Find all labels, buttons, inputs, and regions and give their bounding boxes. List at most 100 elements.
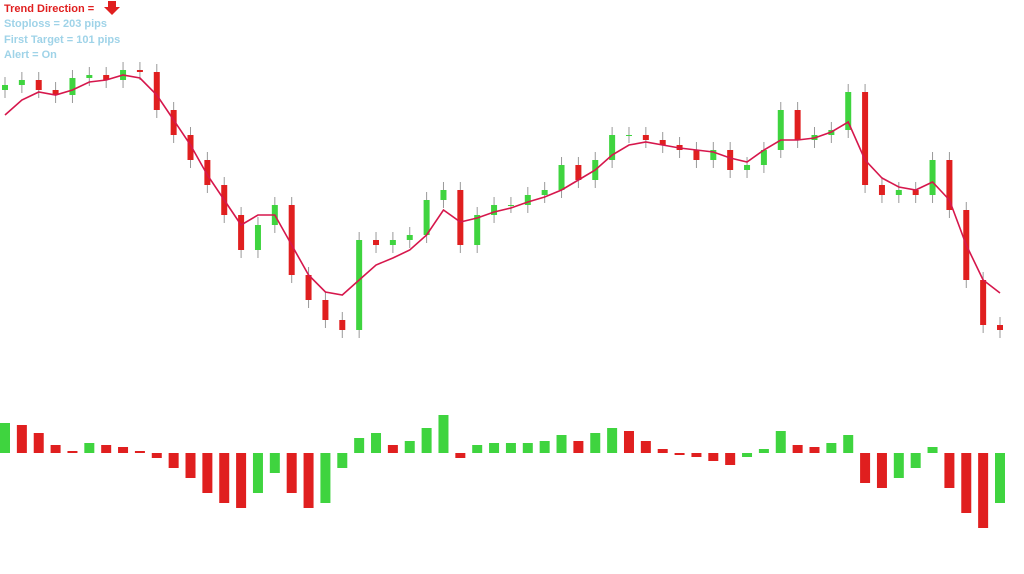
- histogram-bar: [522, 443, 533, 453]
- candle-body: [507, 205, 514, 206]
- histogram-bar: [202, 453, 213, 493]
- candle-body: [423, 200, 430, 235]
- histogram-bar: [134, 451, 145, 453]
- candle-body: [103, 75, 110, 80]
- histogram-bar: [118, 447, 129, 453]
- candle-body: [389, 240, 396, 245]
- histogram-bar: [286, 453, 297, 493]
- candle-body: [2, 85, 8, 90]
- histogram-bar: [303, 453, 314, 508]
- histogram-bar: [151, 453, 162, 458]
- histogram-bar: [84, 443, 95, 453]
- histogram-bar: [371, 433, 382, 453]
- candle-body: [794, 110, 801, 140]
- candle-body: [625, 135, 632, 136]
- histogram-bar: [860, 453, 871, 483]
- histogram-bar: [354, 438, 365, 453]
- histogram-bar: [758, 449, 769, 453]
- candle-body: [440, 190, 447, 200]
- candle-body: [642, 135, 649, 140]
- candle-body: [204, 160, 211, 185]
- histogram-bar: [725, 453, 736, 465]
- stoploss: Stoploss = 203 pips: [4, 18, 107, 30]
- histogram-bar: [623, 431, 634, 453]
- candle-body: [575, 165, 582, 180]
- candle-body: [86, 75, 93, 78]
- candle-body: [878, 185, 885, 195]
- histogram-bar: [961, 453, 972, 513]
- candle-body: [997, 325, 1003, 330]
- histogram-bar: [792, 445, 803, 453]
- candle-body: [895, 190, 902, 195]
- candle-body: [845, 92, 852, 130]
- histogram-bar: [843, 435, 854, 453]
- candle-body: [457, 190, 464, 245]
- first-target: First Target = 101 pips: [4, 34, 120, 46]
- histogram-bar: [640, 441, 651, 453]
- candle-body: [710, 150, 717, 160]
- histogram-bar: [927, 447, 938, 453]
- histogram-bar: [16, 425, 27, 453]
- histogram-bar: [775, 431, 786, 453]
- histogram-bar: [33, 433, 44, 453]
- candle-body: [946, 160, 953, 210]
- histogram-bar: [337, 453, 348, 468]
- candle-body: [659, 140, 666, 145]
- histogram-bar: [691, 453, 702, 457]
- histogram-bar: [876, 453, 887, 488]
- histogram-bar: [893, 453, 904, 478]
- histogram-bar: [505, 443, 516, 453]
- histogram-bar: [995, 453, 1005, 503]
- histogram-bar: [657, 449, 668, 453]
- histogram-bar: [489, 443, 500, 453]
- histogram-bar: [978, 453, 989, 528]
- candle-body: [777, 110, 784, 150]
- histogram-bar: [590, 433, 601, 453]
- candle-body: [170, 110, 177, 135]
- candle-body: [760, 150, 767, 165]
- histogram-bar: [944, 453, 955, 488]
- candle-body: [541, 190, 548, 195]
- candle-body: [406, 235, 413, 240]
- candle-body: [153, 72, 160, 110]
- histogram-bar: [438, 415, 449, 453]
- candle-body: [980, 280, 987, 325]
- moving-average-line: [4, 74, 1001, 296]
- histogram-bar: [421, 428, 432, 453]
- candle-body: [136, 70, 143, 72]
- alert: Alert = On: [4, 49, 57, 61]
- histogram-bar: [607, 428, 618, 453]
- histogram-bar: [573, 441, 584, 453]
- candle-body: [862, 92, 869, 185]
- histogram-bar: [252, 453, 263, 493]
- histogram-bar: [219, 453, 230, 503]
- histogram-bar: [539, 441, 550, 453]
- candle-body: [339, 320, 346, 330]
- down-arrow-icon: [104, 1, 120, 15]
- histogram-bar: [556, 435, 567, 453]
- histogram-bar: [809, 447, 820, 453]
- candle-body: [288, 205, 295, 275]
- histogram-bar: [50, 445, 61, 453]
- histogram-bar: [910, 453, 921, 468]
- histogram-bar: [185, 453, 196, 478]
- candle-body: [52, 90, 59, 95]
- histogram-bar: [67, 451, 78, 453]
- candle-body: [744, 165, 751, 170]
- candle-body: [322, 300, 329, 320]
- trend-direction: Trend Direction =: [4, 3, 94, 15]
- candle-body: [474, 215, 481, 245]
- histogram-bar: [101, 445, 112, 453]
- candle-body: [69, 78, 76, 95]
- candle-body: [35, 80, 42, 90]
- histogram-bar: [0, 423, 10, 453]
- histogram-bar: [387, 445, 398, 453]
- histogram-bar: [404, 441, 415, 453]
- histogram-bar: [455, 453, 466, 458]
- candle-body: [693, 150, 700, 160]
- candle-body: [491, 205, 498, 215]
- histogram-bar: [708, 453, 719, 461]
- histogram-bar: [674, 453, 685, 455]
